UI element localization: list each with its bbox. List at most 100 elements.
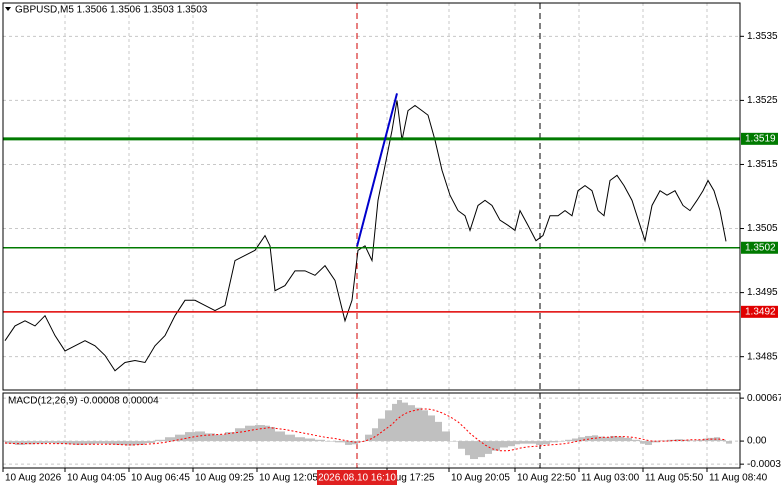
histogram-bar xyxy=(465,441,470,456)
histogram-bar xyxy=(358,441,365,442)
x-tick-label: 10 Aug 06:45 xyxy=(131,473,190,484)
y-tick-label: 1.3525 xyxy=(747,95,778,106)
histogram-bar xyxy=(565,439,572,442)
histogram-bar xyxy=(325,441,335,442)
histogram-bar xyxy=(135,441,145,445)
histogram-bar xyxy=(610,435,617,442)
histogram-bar xyxy=(528,441,536,444)
chart-title: GBPUSD,M5 1.3506 1.3506 1.3503 1.3503 xyxy=(15,5,208,16)
histogram-bar xyxy=(690,440,697,442)
histogram-bar xyxy=(352,441,358,445)
histogram-bar xyxy=(422,410,428,442)
histogram-bar xyxy=(85,441,95,445)
y-tick-label: 0.00 xyxy=(747,436,767,447)
histogram-bar xyxy=(450,441,458,442)
y-tick-label: 1.3505 xyxy=(747,223,778,234)
histogram-bar xyxy=(378,418,385,442)
histogram-bar xyxy=(55,441,65,444)
histogram-bar xyxy=(726,441,732,444)
histogram-bar xyxy=(415,407,422,442)
histogram-bar xyxy=(345,441,352,445)
histogram-bar xyxy=(478,441,485,458)
histogram-bar xyxy=(270,426,275,442)
y-tick-label: -0.00036 xyxy=(747,459,781,470)
y-tick-label: 1.3485 xyxy=(747,351,778,362)
histogram-bar xyxy=(652,441,660,443)
histogram-bar xyxy=(45,441,55,443)
histogram-bar xyxy=(508,441,515,447)
x-tick-label: 10 Aug 20:05 xyxy=(451,473,510,484)
macd-title: MACD(12,26,9) -0.00008 0.00004 xyxy=(8,396,159,407)
histogram-bar xyxy=(75,441,85,445)
y-tick-label: 0.00067 xyxy=(747,393,781,404)
histogram-bar xyxy=(15,441,25,445)
histogram-bar xyxy=(458,441,465,449)
y-tick-label: 1.3495 xyxy=(747,287,778,298)
histogram-bar xyxy=(408,405,415,442)
histogram-bar xyxy=(185,432,195,442)
histogram-bar xyxy=(500,441,508,448)
menu-icon[interactable] xyxy=(5,7,11,11)
histogram-bar xyxy=(558,441,565,442)
histogram-bar xyxy=(697,439,703,442)
histogram-bar xyxy=(205,433,215,442)
histogram-bar xyxy=(285,434,295,442)
histogram-bar xyxy=(95,441,105,444)
histogram-bar xyxy=(720,439,726,442)
histogram-bar xyxy=(155,439,165,442)
x-tick-label: 10 Aug 2026 xyxy=(5,473,62,484)
histogram-bar xyxy=(25,441,35,445)
histogram-bar xyxy=(165,437,175,442)
level-label: 1.3492 xyxy=(745,306,776,317)
level-label: 1.3519 xyxy=(745,133,776,144)
histogram-bar xyxy=(125,441,135,446)
histogram-bar xyxy=(335,441,345,443)
histogram-bar xyxy=(215,434,225,442)
x-tick-label: 11 Aug 05:50 xyxy=(645,473,704,484)
histogram-bar xyxy=(5,441,15,444)
histogram-bar xyxy=(703,438,708,442)
histogram-bar xyxy=(305,438,315,442)
histogram-bar xyxy=(255,425,265,442)
histogram-bar xyxy=(632,439,640,442)
histogram-bar xyxy=(35,441,45,444)
histogram-bar xyxy=(175,434,185,442)
histogram-bar xyxy=(372,428,378,442)
level-label-box xyxy=(741,305,778,318)
histogram-bar xyxy=(442,431,450,442)
histogram-bar xyxy=(275,431,285,442)
histogram-bar xyxy=(115,441,125,445)
histogram-bar xyxy=(485,441,492,454)
histogram-bar xyxy=(714,437,720,442)
x-tick-label: 11 Aug 03:00 xyxy=(581,473,640,484)
histogram-bar xyxy=(543,441,550,445)
histogram-bar xyxy=(572,438,578,442)
x-tick-label: 11 Aug 08:40 xyxy=(709,473,768,484)
histogram-bar xyxy=(617,436,624,442)
x-tick-label: 10 Aug 09:25 xyxy=(195,473,254,484)
cursor-label-box xyxy=(317,470,397,485)
histogram-bar xyxy=(435,421,442,442)
histogram-bar xyxy=(585,435,592,442)
histogram-bar xyxy=(604,437,610,442)
histogram-bar xyxy=(235,428,245,442)
histogram-bar xyxy=(145,441,155,443)
macd-pane-frame xyxy=(2,392,741,469)
histogram-bar xyxy=(470,441,478,460)
histogram-bar xyxy=(245,425,255,442)
histogram-bar xyxy=(397,400,402,442)
main-pane-frame xyxy=(2,2,741,391)
histogram-bar xyxy=(265,425,270,442)
histogram-bar xyxy=(402,402,408,442)
histogram-bar xyxy=(105,441,115,445)
histogram-bar xyxy=(315,439,325,442)
histogram-bar xyxy=(640,441,645,444)
histogram-bar xyxy=(225,432,235,442)
plot-layer xyxy=(2,3,740,468)
histogram-bar xyxy=(515,441,520,445)
histogram-bar xyxy=(624,437,632,442)
histogram-bar xyxy=(492,441,500,451)
level-label: 1.3502 xyxy=(745,242,776,253)
cursor-label: 2026.08.10 16:10 xyxy=(318,473,396,484)
